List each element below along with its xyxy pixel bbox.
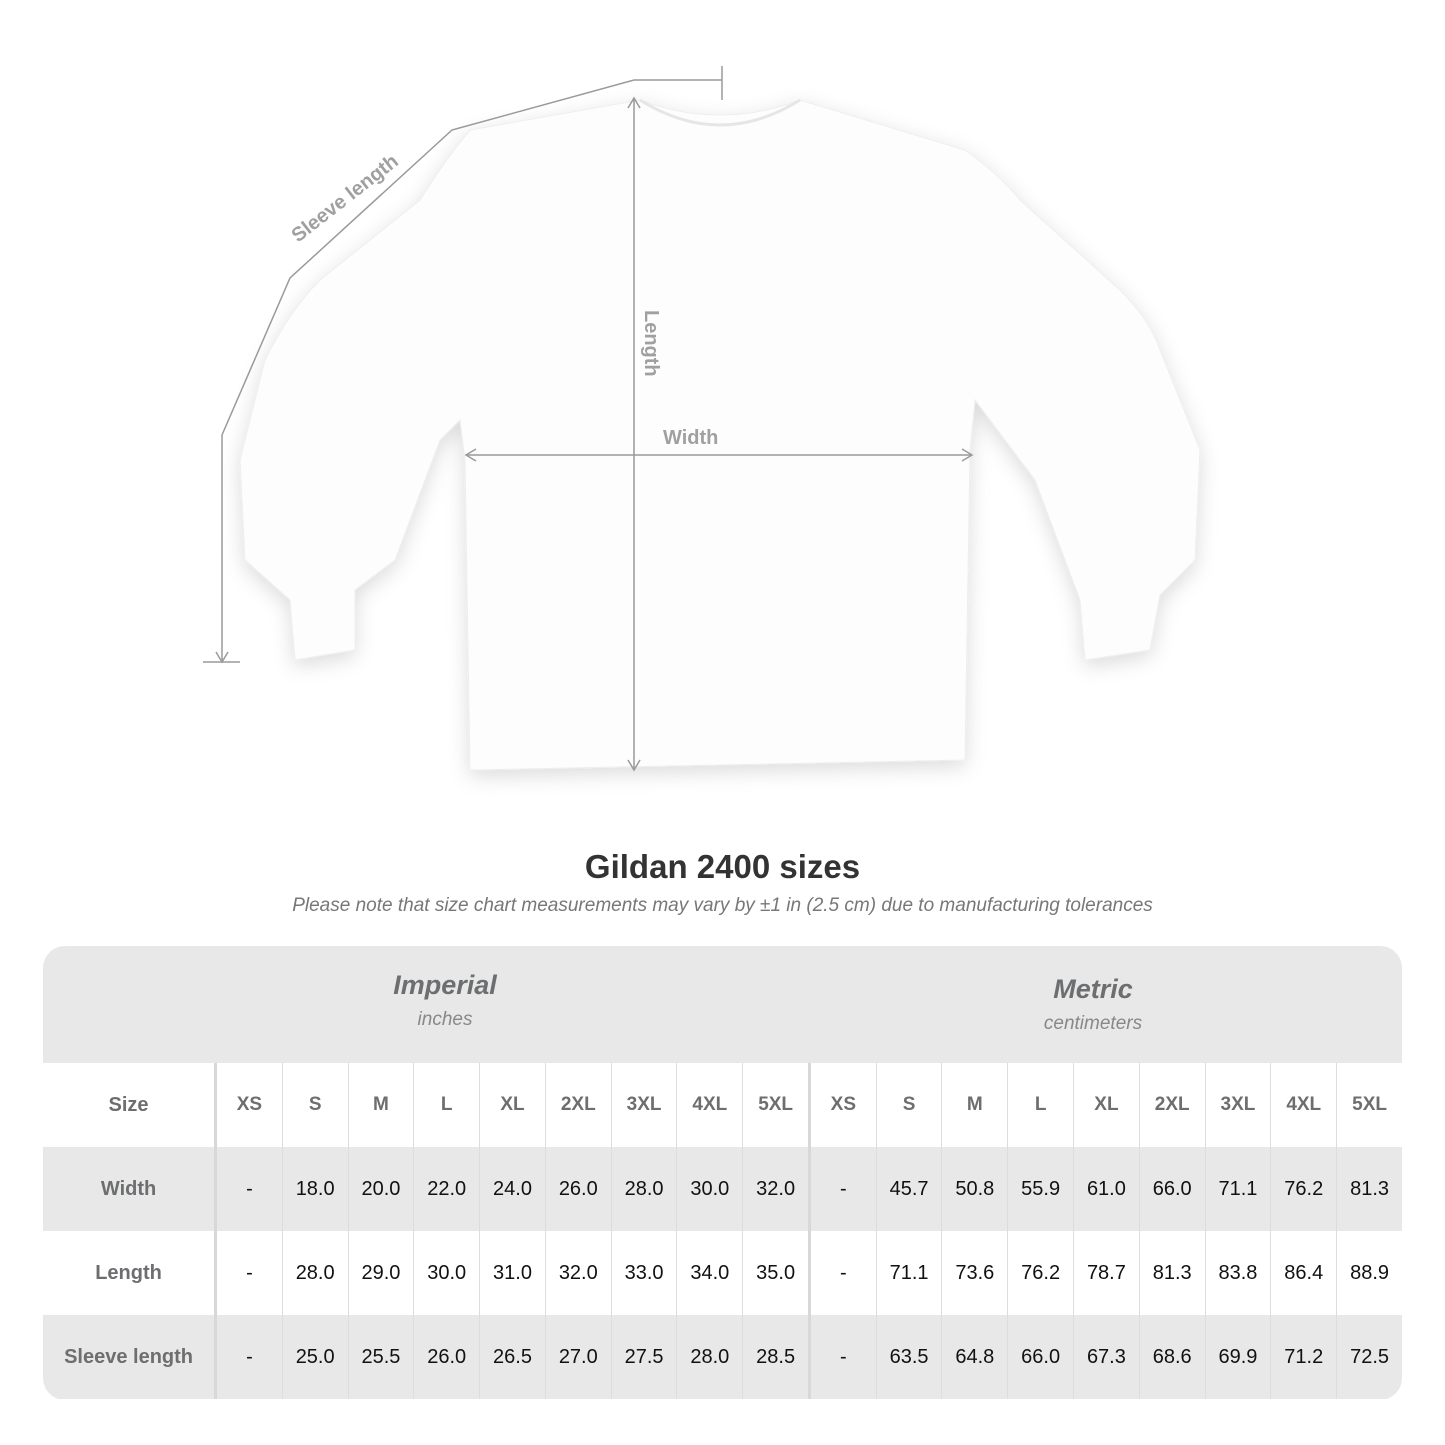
imperial-value: 28.5 [742, 1315, 810, 1399]
metric-value: 76.2 [1007, 1231, 1074, 1315]
chart-title: Gildan 2400 sizes [584, 848, 861, 885]
imperial-value: 33.0 [610, 1231, 677, 1315]
imperial-value: 25.0 [281, 1315, 349, 1399]
metric-value: 81.3 [1138, 1231, 1206, 1315]
metric-value: - [808, 1147, 877, 1231]
imperial-value: 32.0 [544, 1231, 612, 1315]
metric-size-s: S [875, 1063, 942, 1147]
table-row: Length -28.0 29.0 30.0 31.0 32.0 33.0 34.0 35.0-… [43, 1231, 1402, 1315]
imperial-size-3xl: 3XL [610, 1063, 677, 1147]
length-label: Length [640, 310, 662, 377]
imperial-size-m: M [347, 1063, 414, 1147]
imperial-value: 28.0 [281, 1231, 349, 1315]
metric-unit: centimeters [1043, 1013, 1143, 1034]
imperial-value: - [215, 1315, 283, 1399]
imperial-value: - [215, 1231, 283, 1315]
imperial-value: 26.5 [479, 1315, 546, 1399]
table-row: Sleeve length -25.0 25.5 26.0 26.5 27.0 27.5 28… [43, 1315, 1402, 1399]
width-label: Width [663, 427, 718, 449]
metric-value: 63.5 [875, 1315, 942, 1399]
size-label: Size [43, 1063, 218, 1147]
imperial-value: 18.0 [281, 1147, 349, 1231]
metric-value: 71.1 [875, 1231, 942, 1315]
size-table-card: Imperial inches Metric centimeters Size X… [43, 946, 1402, 1400]
metric-value: 64.8 [941, 1315, 1008, 1399]
imperial-value: 30.0 [676, 1147, 743, 1231]
metric-value: 55.9 [1007, 1147, 1074, 1231]
metric-value: 66.0 [1138, 1147, 1206, 1231]
imperial-value: 22.0 [413, 1147, 480, 1231]
metric-size-2xl: 2XL [1138, 1063, 1206, 1147]
metric-value: 81.3 [1336, 1147, 1402, 1231]
imperial-value: 20.0 [347, 1147, 414, 1231]
metric-value: 72.5 [1336, 1315, 1402, 1399]
imperial-title: Imperial [393, 970, 497, 1000]
metric-size-4xl: 4XL [1270, 1063, 1337, 1147]
imperial-value: 30.0 [413, 1231, 480, 1315]
size-header-row: Size XS S M L XL 2XL 3XL 4XL 5XL XS S M L XL 2XL 3XL 4XL 5… [43, 1063, 1402, 1147]
metric-size-3xl: 3XL [1204, 1063, 1271, 1147]
metric-value: 83.8 [1204, 1231, 1271, 1315]
imperial-value: 27.0 [544, 1315, 612, 1399]
metric-size-l: L [1007, 1063, 1074, 1147]
metric-title: Metric [1053, 974, 1133, 1004]
long-sleeve-shirt [239, 98, 1201, 771]
imperial-value: 24.0 [479, 1147, 546, 1231]
row-label: Length [43, 1231, 218, 1315]
metric-value: 71.2 [1270, 1315, 1337, 1399]
table-row: Width -18.0 20.0 22.0 24.0 26.0 28.0 30.0 32.0-4… [43, 1147, 1402, 1231]
metric-size-5xl: 5XL [1336, 1063, 1402, 1147]
imperial-header: Imperial inches [215, 970, 675, 1031]
imperial-value: - [215, 1147, 283, 1231]
row-label: Width [43, 1147, 218, 1231]
imperial-size-5xl: 5XL [742, 1063, 810, 1147]
imperial-value: 28.0 [676, 1315, 743, 1399]
imperial-value: 35.0 [742, 1231, 810, 1315]
imperial-value: 29.0 [347, 1231, 414, 1315]
imperial-value: 34.0 [676, 1231, 743, 1315]
tolerance-note: Please note that size chart measurements… [292, 895, 1153, 916]
metric-value: 76.2 [1270, 1147, 1337, 1231]
metric-value: - [808, 1231, 877, 1315]
metric-value: 61.0 [1073, 1147, 1140, 1231]
imperial-value: 32.0 [742, 1147, 810, 1231]
imperial-size-s: S [281, 1063, 349, 1147]
metric-value: 71.1 [1204, 1147, 1271, 1231]
imperial-value: 26.0 [544, 1147, 612, 1231]
metric-value: 69.9 [1204, 1315, 1271, 1399]
imperial-value: 26.0 [413, 1315, 480, 1399]
metric-size-xs: XS [808, 1063, 877, 1147]
imperial-size-2xl: 2XL [544, 1063, 612, 1147]
metric-value: 67.3 [1073, 1315, 1140, 1399]
metric-size-xl: XL [1073, 1063, 1140, 1147]
metric-value: 45.7 [875, 1147, 942, 1231]
metric-value: 78.7 [1073, 1231, 1140, 1315]
metric-value: 86.4 [1270, 1231, 1337, 1315]
metric-value: 73.6 [941, 1231, 1008, 1315]
metric-header: Metric centimeters [863, 974, 1323, 1035]
metric-value: 50.8 [941, 1147, 1008, 1231]
metric-value: 88.9 [1336, 1231, 1402, 1315]
imperial-size-xs: XS [215, 1063, 283, 1147]
imperial-size-xl: XL [479, 1063, 546, 1147]
imperial-value: 31.0 [479, 1231, 546, 1315]
metric-value: 68.6 [1138, 1315, 1206, 1399]
row-label: Sleeve length [43, 1315, 218, 1399]
imperial-value: 28.0 [610, 1147, 677, 1231]
imperial-unit: inches [417, 1009, 473, 1030]
size-table: Size XS S M L XL 2XL 3XL 4XL 5XL XS S M L XL 2XL 3XL 4XL 5… [43, 1063, 1402, 1399]
table-header-band: Imperial inches Metric centimeters [43, 946, 1402, 1063]
metric-value: - [808, 1315, 877, 1399]
imperial-size-l: L [413, 1063, 480, 1147]
measurement-lines [203, 66, 974, 772]
imperial-value: 25.5 [347, 1315, 414, 1399]
shirt-diagram: Sleeve length Length Width [203, 66, 1201, 772]
metric-value: 66.0 [1007, 1315, 1074, 1399]
metric-size-m: M [941, 1063, 1008, 1147]
imperial-value: 27.5 [610, 1315, 677, 1399]
imperial-size-4xl: 4XL [676, 1063, 743, 1147]
